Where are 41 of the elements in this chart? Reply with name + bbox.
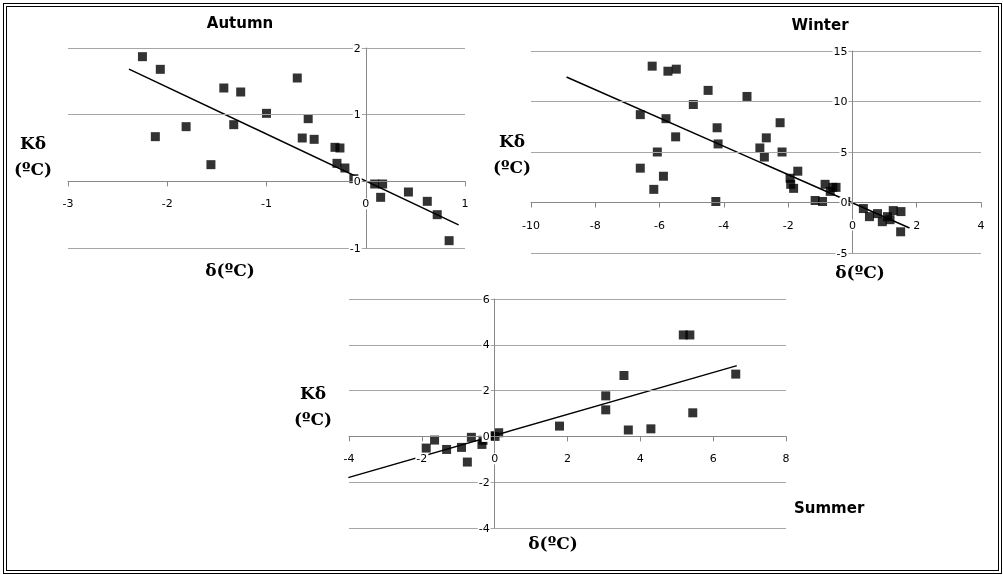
text: Summer	[794, 499, 865, 517]
y-axis-title: Kδ (ºC)	[12, 132, 54, 181]
chart-title: Winter	[791, 16, 849, 34]
x-tick-label: -10	[522, 218, 540, 232]
x-axis-title: δ(ºC)	[205, 260, 255, 280]
x-tick-label: 2	[564, 452, 571, 466]
x-tick-label: -2	[161, 197, 173, 211]
x-tick-label: 8	[782, 452, 790, 466]
x-tick-label: 0	[491, 452, 499, 466]
x-tick-label: -2	[416, 452, 428, 466]
x-tick-label: 4	[977, 218, 985, 232]
x-tick-label: -1	[261, 197, 272, 211]
x-tick-label: 4	[636, 452, 644, 466]
x-tick-label: -8	[589, 218, 601, 232]
y-tick-label: 10	[833, 95, 848, 108]
x-tick-label: 6	[709, 452, 717, 466]
y-tick-label: -4	[478, 521, 490, 535]
y-tick-label: 15	[833, 44, 848, 58]
y-tick-label: 5	[840, 145, 848, 159]
y-axis-title: Kδ (ºC)	[491, 130, 533, 179]
x-tick-label: 0	[362, 197, 370, 211]
x-axis-title: δ(ºC)	[528, 533, 578, 553]
x-tick-label: 1	[461, 197, 469, 211]
x-tick-label: -4	[718, 218, 730, 232]
y-tick-label: 6	[482, 292, 490, 306]
x-tick-label: -2	[782, 218, 794, 232]
x-tick-label: -3	[62, 197, 74, 211]
y-tick-label: -2	[478, 475, 490, 489]
chart-title: Autumn	[206, 14, 274, 32]
y-tick-label: 0	[353, 174, 361, 188]
y-tick-label: 2	[482, 384, 490, 398]
y-tick-label: -5	[836, 246, 848, 260]
x-axis-title: δ(ºC)	[835, 262, 885, 282]
y-tick-label: 4	[482, 338, 490, 352]
y-tick-label: 1	[353, 108, 361, 122]
y-tick-label: -1	[349, 241, 361, 255]
y-axis-title: Kδ (ºC)	[292, 382, 334, 431]
y-tick-label: 0	[482, 429, 490, 443]
x-tick-label: -6	[654, 218, 666, 232]
x-tick-label: 2	[913, 218, 921, 232]
y-tick-label: 2	[353, 41, 361, 55]
